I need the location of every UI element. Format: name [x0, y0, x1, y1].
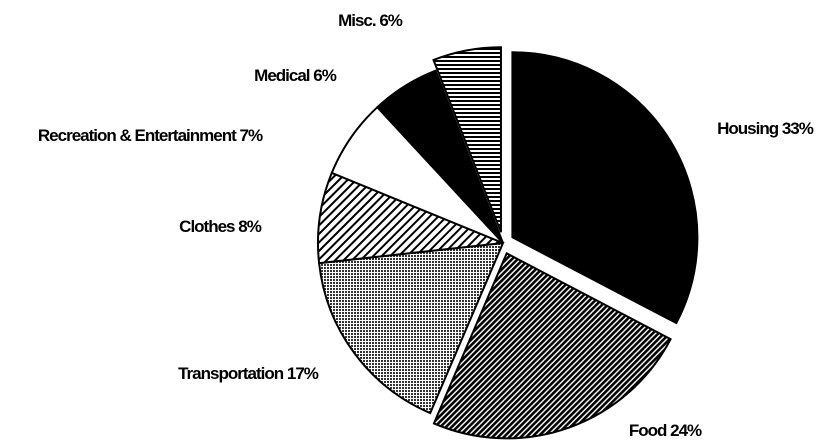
category-label: Recreation & Entertainment — [38, 126, 237, 145]
slice-label: Clothes 8% — [179, 217, 262, 236]
value-label: 7% — [240, 126, 263, 145]
category-label: Housing — [717, 119, 779, 138]
slice-label: Medical 6% — [254, 66, 337, 85]
value-label: 6% — [379, 11, 402, 30]
category-label: Transportation — [178, 364, 284, 383]
category-label: Clothes — [179, 217, 235, 236]
value-label: 33% — [782, 119, 814, 138]
pie-slice — [432, 46, 502, 233]
slice-label: Housing 33% — [717, 119, 814, 138]
pie-slice — [375, 69, 504, 244]
pie-slice — [317, 171, 504, 265]
value-label: 8% — [238, 217, 261, 236]
slice-label: Recreation & Entertainment 7% — [38, 126, 263, 145]
pie-slice — [511, 51, 699, 325]
value-label: 17% — [287, 364, 319, 383]
category-label: Misc. — [338, 11, 376, 30]
category-label: Medical — [254, 66, 310, 85]
value-label: 24% — [670, 421, 702, 440]
category-label: Food — [629, 421, 667, 440]
slice-label: Food 24% — [629, 421, 702, 440]
pie-slice — [317, 241, 505, 415]
slice-label: Misc. 6% — [338, 11, 403, 30]
pie-slice — [432, 251, 672, 440]
slice-label: Transportation 17% — [178, 364, 319, 383]
value-label: 6% — [313, 66, 336, 85]
